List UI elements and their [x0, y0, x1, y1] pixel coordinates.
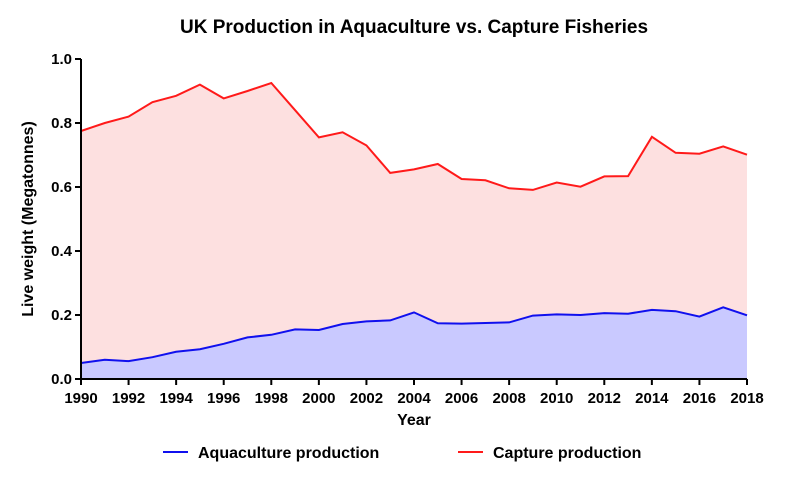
x-tick-label: 2018: [730, 390, 763, 407]
legend: Aquaculture production Capture productio…: [163, 445, 641, 462]
x-axis-ticks: 1990 1992 1994 1996 1998 2000 2002 2004 2006 2008…: [64, 379, 764, 407]
legend-item-aquaculture: Aquaculture production: [163, 445, 379, 462]
x-tick-label: 1992: [112, 390, 145, 407]
y-tick-label: 0.0: [51, 371, 72, 388]
aquaculture-area: [81, 307, 747, 379]
x-tick-label: 1994: [159, 390, 193, 407]
plot-areas: [81, 83, 747, 379]
plot-lines: [80, 81, 748, 364]
y-tick-label: 0.8: [51, 115, 72, 132]
x-tick-label: 2000: [302, 390, 335, 407]
legend-item-capture: Capture production: [458, 445, 641, 462]
y-axis-title: Live weight (Megatonnes): [20, 121, 37, 317]
x-tick-label: 2002: [350, 390, 383, 407]
x-axis-title: Year: [397, 412, 431, 429]
legend-label-aquaculture: Aquaculture production: [198, 445, 379, 462]
x-tick-label: 2012: [588, 390, 621, 407]
x-tick-label: 1990: [64, 390, 97, 407]
x-tick-label: 2016: [683, 390, 716, 407]
capture-area: [81, 83, 747, 363]
y-axis-ticks: 0.0 0.2 0.4 0.6 0.8 1.0: [51, 51, 81, 388]
aquaculture-line: [80, 306, 748, 364]
x-tick-label: 2008: [492, 390, 525, 407]
x-tick-label: 2010: [540, 390, 573, 407]
capture-line: [80, 81, 748, 191]
x-tick-label: 1996: [207, 390, 240, 407]
y-tick-label: 0.6: [51, 179, 72, 196]
y-tick-label: 1.0: [51, 51, 72, 68]
x-tick-label: 2014: [635, 390, 669, 407]
x-tick-label: 2006: [445, 390, 478, 407]
x-tick-label: 1998: [255, 390, 288, 407]
legend-label-capture: Capture production: [493, 445, 641, 462]
x-tick-label: 2004: [397, 390, 431, 407]
chart-title: UK Production in Aquaculture vs. Capture…: [180, 17, 648, 38]
y-tick-label: 0.2: [51, 307, 72, 324]
y-tick-label: 0.4: [51, 243, 73, 260]
